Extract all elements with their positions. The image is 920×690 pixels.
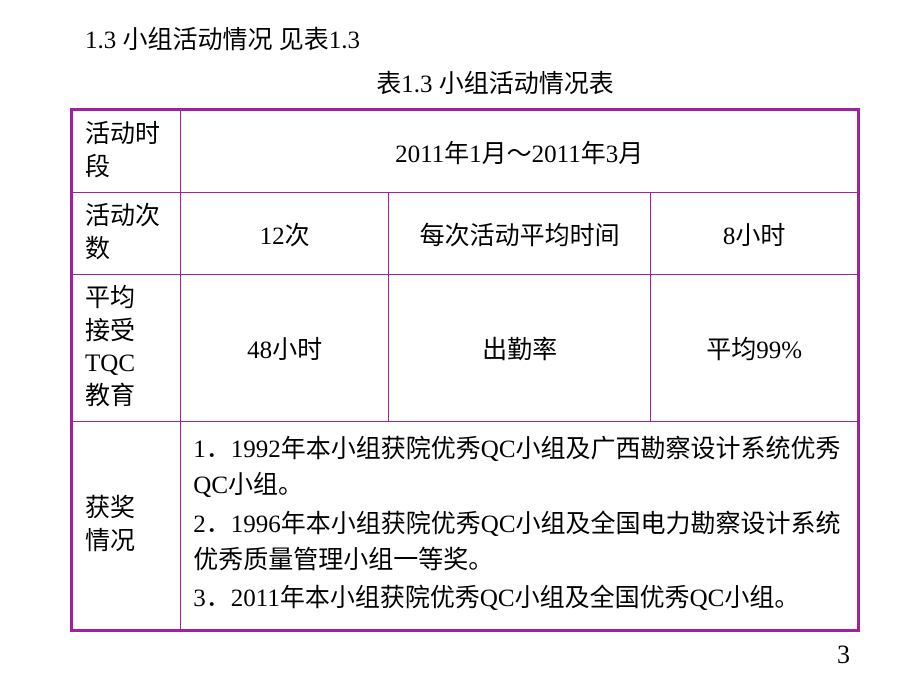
cell-text: 活动时段 <box>85 121 160 181</box>
cell-text: 平均99% <box>706 337 802 364</box>
table-title: 表1.3 小组活动情况表 <box>70 64 860 100</box>
section-heading: 1.3 小组活动情况 见表1.3 <box>70 20 860 56</box>
tqc-value-cell: 48小时 <box>181 275 389 422</box>
cell-text: 平均 <box>85 283 170 316</box>
count-label-cell: 活动次数 <box>72 193 181 275</box>
count-value-cell: 12次 <box>181 193 389 275</box>
avg-time-value-cell: 8小时 <box>651 193 859 275</box>
awards-label-cell: 获奖 情况 <box>72 422 181 631</box>
cell-text: 8小时 <box>723 223 786 250</box>
table-row: 活动次数 12次 每次活动平均时间 8小时 <box>72 193 859 275</box>
cell-text: 48小时 <box>247 337 322 364</box>
attendance-value-cell: 平均99% <box>651 275 859 422</box>
cell-text: 情况 <box>85 526 170 559</box>
table-row: 活动时段 2011年1月～2011年3月 <box>72 110 859 193</box>
page-number: 3 <box>837 640 850 670</box>
tqc-label-cell: 平均 接受 TQC 教育 <box>72 275 181 422</box>
attendance-label-cell: 出勤率 <box>388 275 650 422</box>
cell-text: 接受 <box>85 316 170 349</box>
period-value-cell: 2011年1月～2011年3月 <box>181 110 859 193</box>
cell-text: 每次活动平均时间 <box>420 223 620 250</box>
cell-text: TQC <box>85 348 170 381</box>
cell-text: 12次 <box>260 223 310 250</box>
avg-time-label-cell: 每次活动平均时间 <box>388 193 650 275</box>
period-label-cell: 活动时段 <box>72 110 181 193</box>
award-item: 1．1992年本小组获院优秀QC小组及广西勘察设计系统优秀QC小组。 <box>193 432 845 505</box>
award-item: 3．2011年本小组获院优秀QC小组及全国优秀QC小组。 <box>193 581 845 617</box>
cell-text: 获奖 <box>85 493 170 526</box>
cell-text: 2011年1月～2011年3月 <box>395 141 643 168</box>
activity-table: 活动时段 2011年1月～2011年3月 活动次数 12次 每次活动平均时间 8… <box>70 108 860 632</box>
cell-text: 活动次数 <box>85 203 160 263</box>
awards-value-cell: 1．1992年本小组获院优秀QC小组及广西勘察设计系统优秀QC小组。 2．199… <box>181 422 859 631</box>
award-item: 2．1996年本小组获院优秀QC小组及全国电力勘察设计系统优秀质量管理小组一等奖… <box>193 507 845 580</box>
table-row: 平均 接受 TQC 教育 48小时 出勤率 平均99% <box>72 275 859 422</box>
cell-text: 出勤率 <box>482 337 557 364</box>
table-row: 获奖 情况 1．1992年本小组获院优秀QC小组及广西勘察设计系统优秀QC小组。… <box>72 422 859 631</box>
cell-text: 教育 <box>85 381 170 414</box>
